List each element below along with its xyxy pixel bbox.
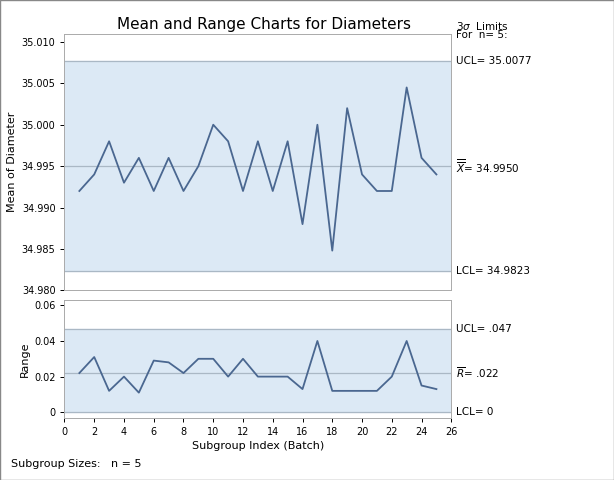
Text: UCL= 35.0077: UCL= 35.0077	[456, 56, 531, 66]
Text: $\overline{\overline{X}}$= 34.9950: $\overline{\overline{X}}$= 34.9950	[456, 157, 519, 175]
Text: Subgroup Sizes:   n = 5: Subgroup Sizes: n = 5	[11, 459, 142, 469]
X-axis label: Subgroup Index (Batch): Subgroup Index (Batch)	[192, 441, 324, 451]
Text: Mean and Range Charts for Diameters: Mean and Range Charts for Diameters	[117, 17, 411, 32]
Bar	[64, 61, 451, 271]
Text: UCL= .047: UCL= .047	[456, 324, 511, 334]
Y-axis label: Mean of Diameter: Mean of Diameter	[7, 112, 17, 212]
Text: $3\sigma$  Limits: $3\sigma$ Limits	[456, 20, 508, 32]
Y-axis label: Range: Range	[20, 341, 29, 376]
Text: LCL= 0: LCL= 0	[456, 407, 493, 417]
Text: LCL= 34.9823: LCL= 34.9823	[456, 266, 530, 276]
Bar	[64, 328, 451, 412]
Text: $\overline{R}$= .022: $\overline{R}$= .022	[456, 366, 499, 381]
Text: For  n= 5:: For n= 5:	[456, 30, 507, 40]
